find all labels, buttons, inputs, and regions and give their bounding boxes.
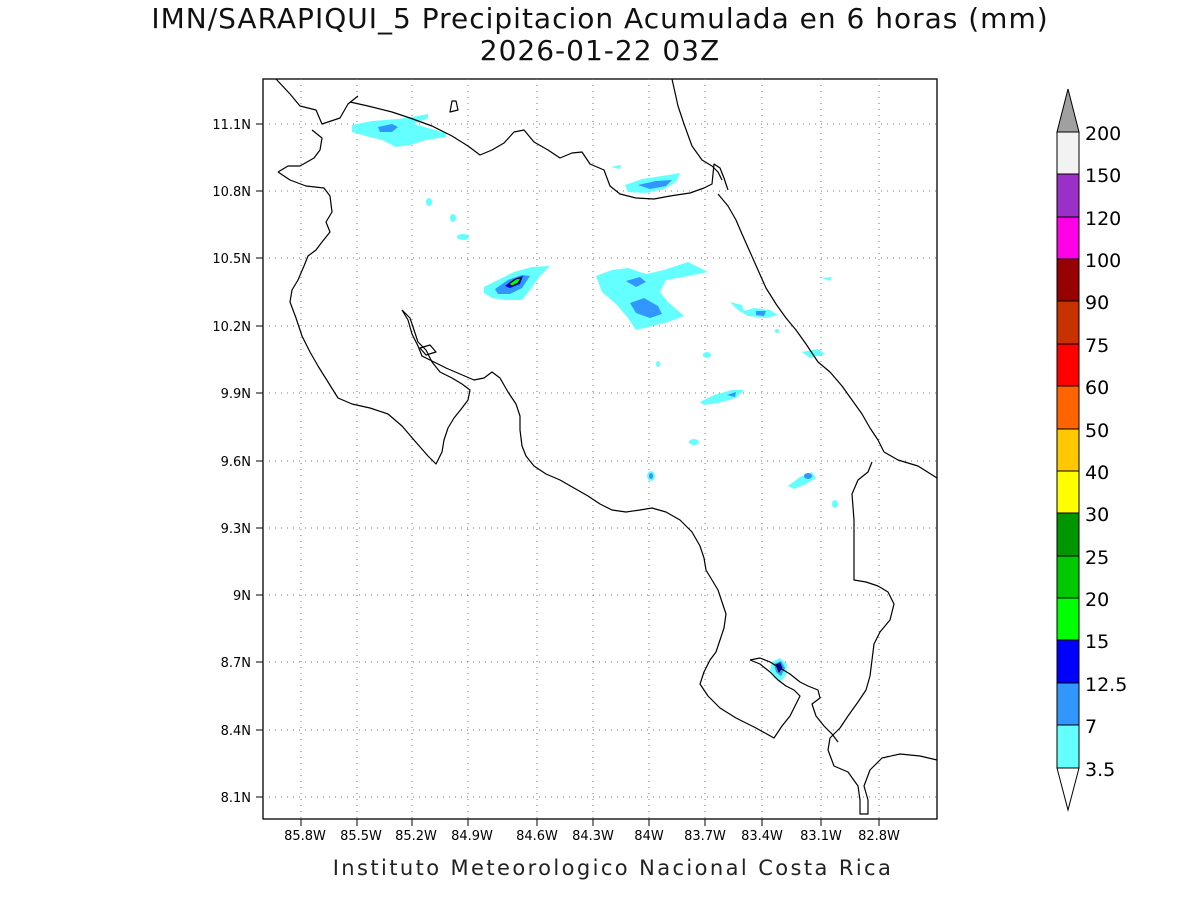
y-tick-label: 11.1N bbox=[212, 118, 251, 133]
y-tick-label: 9N bbox=[233, 589, 251, 604]
rain-patch-15 bbox=[508, 277, 522, 287]
rain-patch-3.5 bbox=[426, 198, 432, 206]
colorbar-label: 12.5 bbox=[1085, 674, 1127, 696]
x-tick-label: 82.8W bbox=[858, 829, 900, 844]
rain-patch-3.5 bbox=[822, 277, 832, 281]
y-tick-label: 10.2N bbox=[212, 320, 251, 335]
rain-patch-3.5 bbox=[703, 352, 711, 358]
rain-patch-7 bbox=[727, 392, 736, 397]
colorbar-label: 3.5 bbox=[1085, 759, 1115, 781]
x-tick-label: 85.5W bbox=[340, 829, 382, 844]
x-axis-labels: 85.8W 85.5W 85.2W 84.9W 84.6W 84.3W 84W … bbox=[284, 829, 900, 844]
rain-patch-7 bbox=[626, 277, 646, 287]
colorbar-label: 60 bbox=[1085, 377, 1109, 399]
colorbar-swatch bbox=[1056, 428, 1080, 472]
rain-patch-7 bbox=[756, 311, 766, 316]
colorbar-swatch bbox=[1056, 300, 1080, 345]
x-tick-label: 84.3W bbox=[572, 829, 614, 844]
colorbar-swatch bbox=[1056, 639, 1080, 684]
colorbar-label: 7 bbox=[1085, 716, 1097, 738]
colorbar-label: 50 bbox=[1085, 420, 1109, 442]
colorbar-label: 25 bbox=[1085, 547, 1109, 569]
x-tick-label: 83.7W bbox=[684, 829, 726, 844]
colorbar-swatch bbox=[1056, 512, 1080, 557]
rain-patch-7 bbox=[638, 180, 672, 189]
rain-patch-3.5 bbox=[611, 165, 621, 169]
rain-patch-7 bbox=[630, 298, 662, 318]
colorbar-swatch bbox=[1056, 682, 1080, 726]
rain-patch-3.5 bbox=[730, 302, 778, 318]
map-frame bbox=[262, 78, 938, 820]
map-title: IMN/SARAPIQUI_5 Precipitacion Acumulada … bbox=[151, 2, 1049, 35]
colorbar-swatch bbox=[1056, 385, 1080, 430]
colorbar-swatch bbox=[1056, 216, 1080, 260]
colorbar-swatch bbox=[1056, 131, 1080, 175]
rain-patch-3.5 bbox=[689, 439, 699, 445]
x-tick-label: 85.2W bbox=[395, 829, 437, 844]
y-tick-label: 9.9N bbox=[221, 387, 251, 402]
colorbar-label: 200 bbox=[1085, 123, 1121, 145]
y-tick-label: 8.7N bbox=[221, 656, 251, 671]
rain-patch-7 bbox=[649, 473, 653, 479]
credit-text: Instituto Meteorologico Nacional Costa R… bbox=[332, 856, 894, 880]
colorbar-overflow-triangle bbox=[1056, 88, 1080, 133]
y-tick-label: 9.6N bbox=[221, 455, 251, 470]
colorbar-label: 30 bbox=[1085, 504, 1109, 526]
rain-patch-7 bbox=[804, 473, 812, 479]
colorbar-label: 120 bbox=[1085, 208, 1121, 230]
rain-patch-3.5 bbox=[457, 234, 469, 240]
coastlines-borders bbox=[275, 78, 938, 815]
colorbar-swatch bbox=[1056, 258, 1080, 302]
colorbar-swatch bbox=[1056, 470, 1080, 514]
rain-patch-3.5 bbox=[832, 500, 838, 508]
colorbar-label: 100 bbox=[1085, 250, 1121, 272]
y-tick-label: 8.4N bbox=[221, 724, 251, 739]
y-tick-label: 8.1N bbox=[221, 791, 251, 806]
x-tick-label: 84.6W bbox=[516, 829, 558, 844]
colorbar-swatch bbox=[1056, 555, 1080, 599]
colorbar-label: 40 bbox=[1085, 462, 1109, 484]
axis-tick-marks bbox=[256, 123, 880, 826]
rain-patch-3.5 bbox=[450, 214, 456, 222]
x-tick-label: 83.1W bbox=[800, 829, 842, 844]
colorbar-swatch bbox=[1056, 343, 1080, 387]
y-tick-label: 10.8N bbox=[212, 185, 251, 200]
colorbar: 200 150 120 100 90 75 60 50 40 30 25 20 … bbox=[1056, 88, 1127, 812]
colorbar-label: 90 bbox=[1085, 292, 1109, 314]
colorbar-label: 20 bbox=[1085, 589, 1109, 611]
graticule-grid bbox=[263, 79, 937, 819]
colorbar-swatch bbox=[1056, 597, 1080, 641]
colorbar-swatch bbox=[1056, 724, 1080, 769]
y-tick-label: 9.3N bbox=[221, 522, 251, 537]
x-tick-label: 83.4W bbox=[741, 829, 783, 844]
map-subtitle-datetime: 2026-01-22 03Z bbox=[479, 34, 721, 67]
precipitation-field bbox=[352, 114, 838, 682]
colorbar-label: 15 bbox=[1085, 631, 1109, 653]
x-tick-label: 85.8W bbox=[284, 829, 326, 844]
y-axis-labels: 11.1N 10.8N 10.5N 10.2N 9.9N 9.6N 9.3N 9… bbox=[212, 118, 251, 806]
rain-patch-3.5 bbox=[656, 361, 660, 367]
rain-patch-7 bbox=[378, 124, 398, 132]
colorbar-label: 75 bbox=[1085, 335, 1109, 357]
rain-patch-3.5 bbox=[775, 329, 779, 333]
y-tick-label: 10.5N bbox=[212, 252, 251, 267]
colorbar-underflow-triangle bbox=[1056, 767, 1080, 812]
x-tick-label: 84.9W bbox=[451, 829, 493, 844]
x-tick-label: 84W bbox=[634, 829, 664, 844]
rain-patch-3.5 bbox=[596, 262, 708, 330]
colorbar-label: 150 bbox=[1085, 165, 1121, 187]
rain-patch-3.5 bbox=[352, 114, 446, 147]
colorbar-swatch bbox=[1056, 173, 1080, 218]
rain-patch-3.5 bbox=[802, 349, 825, 358]
